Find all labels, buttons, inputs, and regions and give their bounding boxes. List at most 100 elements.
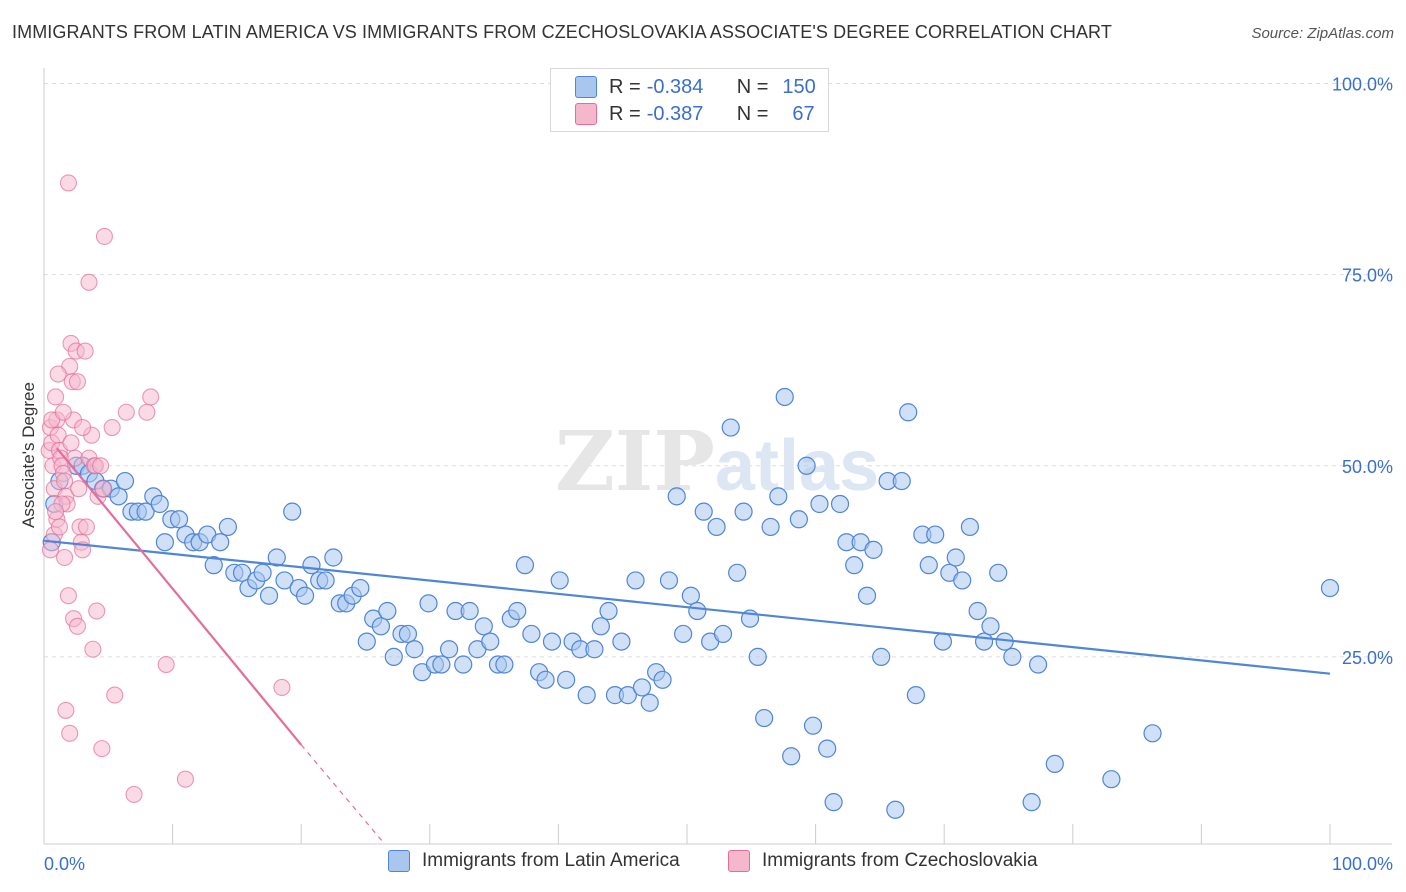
legend-n-value: 150 bbox=[782, 75, 816, 98]
x-tick-label: 0.0% bbox=[44, 854, 85, 874]
series-latin-america bbox=[42, 387, 1340, 819]
point-latin-america bbox=[324, 548, 343, 567]
point-latin-america bbox=[845, 556, 864, 575]
point-czechoslovakia bbox=[103, 418, 121, 437]
point-latin-america bbox=[1003, 647, 1022, 666]
y-tick-label: 75.0% bbox=[1342, 266, 1393, 286]
point-czechoslovakia bbox=[74, 418, 92, 437]
point-latin-america bbox=[1102, 770, 1121, 789]
chart-title: IMMIGRANTS FROM LATIN AMERICA VS IMMIGRA… bbox=[12, 22, 1112, 42]
point-latin-america bbox=[481, 632, 500, 651]
point-latin-america bbox=[371, 617, 391, 636]
point-latin-america bbox=[536, 670, 555, 689]
point-latin-america bbox=[946, 548, 965, 567]
point-czechoslovakia bbox=[76, 342, 94, 360]
point-czechoslovakia bbox=[176, 770, 195, 788]
point-czechoslovakia bbox=[50, 518, 68, 536]
point-czechoslovakia bbox=[68, 373, 86, 391]
point-latin-america bbox=[542, 632, 562, 651]
point-latin-america bbox=[150, 494, 169, 514]
point-czechoslovakia bbox=[49, 365, 67, 383]
point-latin-america bbox=[953, 571, 972, 590]
point-czechoslovakia bbox=[47, 388, 65, 406]
point-latin-america bbox=[797, 456, 816, 475]
point-latin-america bbox=[432, 655, 451, 674]
watermark-atlas: atlas bbox=[715, 426, 879, 506]
point-czechoslovakia bbox=[84, 640, 102, 658]
point-latin-america bbox=[761, 517, 780, 537]
point-latin-america bbox=[259, 586, 279, 605]
point-latin-america bbox=[253, 563, 272, 582]
point-czechoslovakia bbox=[57, 701, 75, 719]
bottom-swatch-blue bbox=[388, 850, 410, 872]
point-latin-america bbox=[926, 525, 945, 544]
legend-row-czechoslovakia: R = -0.387 N = 67 bbox=[575, 101, 815, 127]
point-latin-america bbox=[267, 548, 286, 567]
point-latin-america bbox=[681, 586, 700, 605]
point-czechoslovakia bbox=[94, 480, 112, 498]
legend-swatch-blue bbox=[575, 76, 597, 98]
point-latin-america bbox=[302, 556, 321, 575]
point-latin-america bbox=[810, 494, 829, 514]
point-latin-america bbox=[515, 556, 535, 575]
point-czechoslovakia bbox=[70, 480, 88, 498]
point-czechoslovakia bbox=[62, 434, 80, 452]
point-latin-america bbox=[351, 578, 370, 598]
y-axis-label: Associate's Degree bbox=[19, 382, 38, 528]
point-latin-america bbox=[734, 502, 753, 521]
point-latin-america bbox=[626, 571, 645, 590]
point-latin-america bbox=[933, 632, 953, 651]
point-latin-america bbox=[748, 647, 767, 666]
point-latin-america bbox=[460, 601, 479, 621]
point-latin-america bbox=[405, 640, 424, 659]
point-latin-america bbox=[755, 708, 774, 728]
legend-n-label: N = bbox=[736, 102, 769, 125]
point-latin-america bbox=[454, 655, 473, 674]
point-latin-america bbox=[591, 617, 610, 636]
point-latin-america bbox=[667, 487, 686, 506]
point-latin-america bbox=[974, 632, 994, 651]
point-latin-america bbox=[653, 670, 672, 689]
point-latin-america bbox=[612, 632, 631, 651]
point-latin-america bbox=[640, 693, 659, 712]
point-latin-america bbox=[218, 517, 237, 537]
bottom-swatch-pink bbox=[728, 850, 750, 872]
point-czechoslovakia bbox=[106, 686, 124, 704]
point-czechoslovakia bbox=[77, 518, 95, 536]
point-latin-america bbox=[872, 647, 891, 666]
trend-lines bbox=[43, 447, 1331, 845]
point-latin-america bbox=[439, 640, 459, 659]
point-czechoslovakia bbox=[117, 403, 135, 421]
point-latin-america bbox=[688, 601, 707, 621]
point-latin-america bbox=[775, 387, 794, 407]
point-latin-america bbox=[769, 487, 788, 506]
point-latin-america bbox=[295, 586, 315, 605]
point-latin-america bbox=[357, 632, 376, 651]
point-czechoslovakia bbox=[80, 273, 98, 291]
legend-swatch-pink bbox=[575, 103, 597, 125]
point-latin-america bbox=[115, 471, 135, 491]
legend-row-latin-america: R = -0.384 N = 150 bbox=[575, 74, 816, 100]
point-czechoslovakia bbox=[142, 388, 160, 406]
point-latin-america bbox=[232, 563, 252, 582]
point-latin-america bbox=[989, 563, 1008, 582]
point-czechoslovakia bbox=[273, 678, 291, 697]
point-latin-america bbox=[857, 586, 877, 605]
point-czechoslovakia bbox=[88, 602, 106, 620]
y-tick-label: 25.0% bbox=[1342, 648, 1393, 668]
bottom-legend-label: Immigrants from Czechoslovakia bbox=[762, 850, 1038, 871]
trend-line-czechoslovakia-extension bbox=[300, 744, 386, 845]
point-latin-america bbox=[1320, 578, 1340, 598]
point-latin-america bbox=[204, 556, 223, 575]
series-czechoslovakia bbox=[40, 174, 291, 804]
point-latin-america bbox=[275, 571, 294, 590]
point-latin-america bbox=[892, 471, 911, 491]
point-latin-america bbox=[599, 601, 618, 621]
bottom-legend-czechoslovakia: Immigrants from Czechoslovakia bbox=[728, 850, 1038, 872]
point-latin-america bbox=[782, 747, 801, 766]
point-latin-america bbox=[707, 517, 726, 537]
point-latin-america bbox=[316, 571, 335, 590]
y-tick-label: 100.0% bbox=[1332, 75, 1393, 95]
point-czechoslovakia bbox=[92, 457, 110, 475]
tick-labels: 100.0% 75.0% 50.0% 25.0% 0.0% 100.0% bbox=[44, 75, 1393, 874]
